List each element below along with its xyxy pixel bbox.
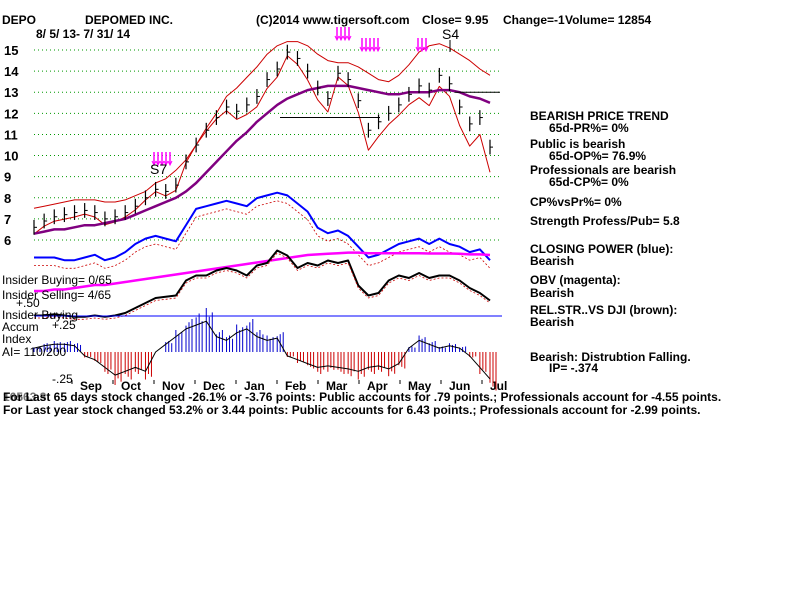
sell-signal-arrow-head: [363, 46, 369, 53]
sell-signal-arrow-head: [342, 35, 348, 42]
footer-line-1: For Last 65 days stock changed -26.1% or…: [3, 390, 722, 404]
buy-signal-arrow-head: [167, 160, 173, 167]
y-tick-label: 15: [4, 43, 18, 58]
professionals-status: Professionals are bearish: [530, 163, 677, 177]
y-tick-label: 13: [4, 85, 18, 100]
cp-value: 65d-CP%= 0%: [549, 175, 629, 189]
accum-ma-line: [33, 320, 491, 380]
footer-overlap: 16563.3: [3, 390, 47, 404]
close-value: Close= 9.95: [422, 13, 489, 27]
y-tick-label: 7: [4, 212, 11, 227]
x-tick-label: Nov: [162, 379, 185, 393]
buy-signal-arrow-head: [159, 160, 165, 167]
sell-signal-arrow-head: [423, 46, 429, 53]
signal-s7: S7: [150, 161, 168, 177]
x-tick-label: Mar: [326, 379, 348, 393]
buy-signal-arrow-head: [151, 160, 157, 167]
y-tick-label: 14: [4, 64, 19, 79]
x-tick-label: Dec: [203, 379, 225, 393]
footer-line-2: For Last year stock changed 53.2% or 3.4…: [3, 403, 701, 417]
op-value: 65d-OP%= 76.9%: [549, 149, 647, 163]
upper-band-line: [33, 41, 491, 209]
signal-s4: S4: [442, 26, 460, 42]
buy-signal-arrow-head: [155, 160, 161, 167]
relstr-status: Bearish: [530, 315, 575, 329]
sell-signal-arrow-head: [419, 46, 425, 53]
volume-value: Volume= 12854: [565, 13, 652, 27]
accum-minus25-label: -.25: [52, 372, 73, 386]
x-tick-label: Sep: [80, 379, 102, 393]
pr-value: 65d-PR%= 0%: [549, 121, 629, 135]
x-tick-label: Jun: [449, 379, 470, 393]
strength-value: Strength Profess/Pub= 5.8: [530, 214, 680, 228]
lower-band-line: [33, 55, 491, 235]
public-status: Public is bearish: [530, 137, 626, 151]
closing-power-line: [34, 191, 491, 262]
copyright-text: (C)2014 www.tigersoft.com: [256, 13, 410, 27]
x-tick-label: Apr: [367, 379, 388, 393]
x-tick-label: Oct: [121, 379, 141, 393]
change-value: Change=-1: [503, 13, 565, 27]
sell-signal-arrow-head: [375, 46, 381, 53]
closing-power-status: Bearish: [530, 254, 575, 268]
index-label: Index: [2, 332, 32, 346]
sell-signal-arrow-head: [371, 46, 377, 53]
y-tick-label: 12: [4, 106, 18, 121]
closing-power-label: CLOSING POWER (blue):: [530, 242, 674, 256]
company-name: DEPOMED INC.: [85, 13, 174, 27]
x-tick-label: Feb: [285, 379, 306, 393]
relstr-ma-line: [34, 252, 491, 320]
relstr-label: REL.STR..VS DJI (brown):: [530, 303, 678, 317]
x-tick-label: Jan: [244, 379, 265, 393]
x-tick-label: Jul: [490, 379, 507, 393]
trend-title: BEARISH PRICE TREND: [530, 109, 669, 123]
sell-signal-arrow-head: [334, 35, 340, 42]
ip-value: IP= -.374: [549, 361, 599, 375]
buy-signal-arrow-head: [163, 160, 169, 167]
y-tick-label: 9: [4, 170, 11, 185]
sell-signal-arrow-head: [346, 35, 352, 42]
accum-plus50-label: +.50: [16, 296, 40, 310]
accum-plus25-label: +.25: [52, 318, 76, 332]
ai-label: AI= 110/200: [2, 345, 67, 359]
y-tick-label: 6: [4, 233, 11, 248]
sell-signal-arrow-head: [338, 35, 344, 42]
y-tick-label: 8: [4, 191, 11, 206]
y-tick-label: 11: [4, 127, 18, 142]
insider-selling-label: Insider Selling= 4/65: [2, 288, 112, 302]
ticker-label: DEPO: [2, 13, 37, 27]
closing-power-ma-line: [34, 200, 491, 269]
x-tick-label: May: [408, 379, 432, 393]
sell-signal-arrow-head: [359, 46, 365, 53]
sell-signal-arrow-head: [415, 46, 421, 53]
obv-status: Bearish: [530, 286, 575, 300]
insider-buying-mid-label: Insider Buying: [2, 308, 79, 322]
sell-signal-arrow-head: [367, 46, 373, 53]
y-tick-label: 10: [4, 149, 18, 164]
accum-status: Bearish: Distrubtion Falling.: [530, 350, 691, 364]
obv-label: OBV (magenta):: [530, 273, 621, 287]
moving-average-line: [33, 84, 491, 235]
cpvspr-value: CP%vsPr%= 0%: [530, 195, 622, 209]
date-range: 8/ 5/ 13- 7/ 31/ 14: [36, 27, 131, 41]
insider-buying-label: Insider Buying= 0/65: [2, 273, 112, 287]
accum-label: Accum: [2, 320, 39, 334]
obv-line: [34, 251, 491, 293]
